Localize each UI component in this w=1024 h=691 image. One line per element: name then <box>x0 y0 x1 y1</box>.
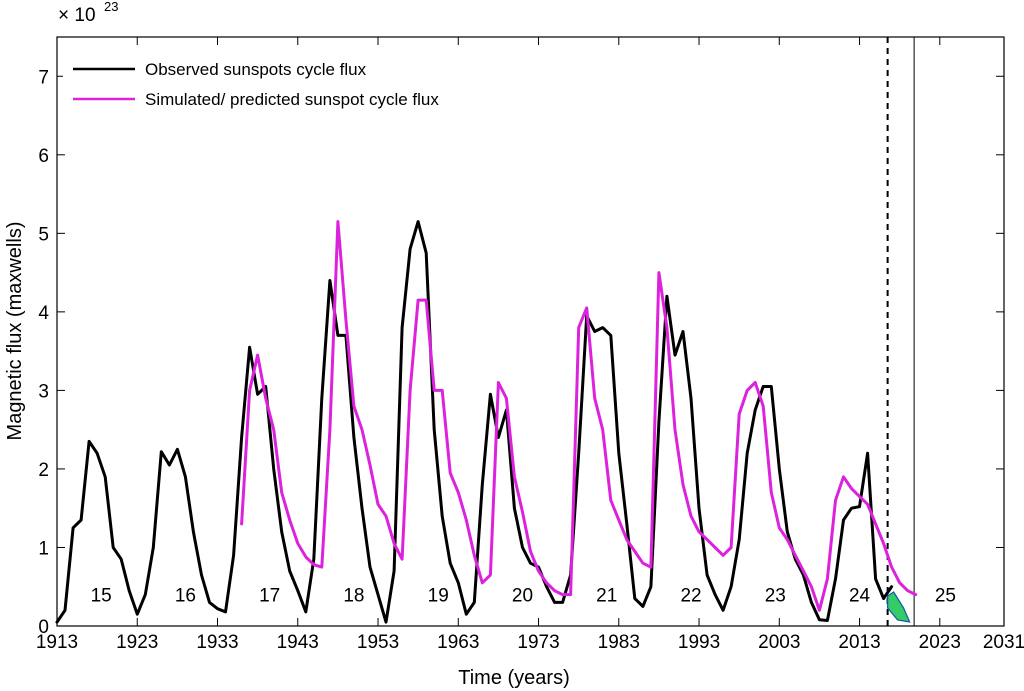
y-axis-title: Magnetic flux (maxwells) <box>4 222 26 441</box>
cycle-label-21: 21 <box>596 586 617 607</box>
x-tick-label: 1963 <box>437 632 479 653</box>
cycle-label-24: 24 <box>849 586 871 607</box>
cycle-label-23: 23 <box>765 586 786 607</box>
y-tick-label: 6 <box>38 146 49 167</box>
x-tick-label: 1923 <box>116 632 158 653</box>
x-tick-label: 1993 <box>678 632 720 653</box>
x-tick-label: 1943 <box>277 632 319 653</box>
plot-frame <box>56 36 1005 627</box>
legend-box <box>63 50 503 116</box>
cycle-label-16: 16 <box>175 586 196 607</box>
x-tick-label: 1953 <box>357 632 399 653</box>
cycle-label-18: 18 <box>343 586 364 607</box>
y-tick-label: 5 <box>38 224 49 245</box>
cycle-label-layer: 15 16 17 18 19 20 21 22 23 24 25 <box>91 586 956 607</box>
cycle-label-25: 25 <box>935 586 956 607</box>
y-multiplier-base: × 10 <box>58 5 96 26</box>
observed-series-line <box>55 220 894 624</box>
cycle-label-20: 20 <box>512 586 533 607</box>
x-tick-label: 1983 <box>598 632 640 653</box>
cycle-label-19: 19 <box>428 586 449 607</box>
simulated-series-line <box>240 220 918 612</box>
x-tick-label: 2013 <box>838 632 880 653</box>
y-tick-label: 4 <box>38 303 49 324</box>
y-tick-label: 2 <box>38 460 49 481</box>
y-multiplier-exponent: 23 <box>104 0 118 14</box>
x-tick-label: 2003 <box>758 632 800 653</box>
x-axis-title: Time (years) <box>458 667 569 689</box>
prediction-band-layer <box>887 591 911 623</box>
x-tick-label: 2023 <box>919 632 961 653</box>
x-tick-label: 1973 <box>517 632 559 653</box>
prediction-band <box>887 591 911 623</box>
legend: Observed sunspots cycle flux Simulated/ … <box>63 50 503 116</box>
y-tick-label: 0 <box>38 617 49 638</box>
legend-observed-label: Observed sunspots cycle flux <box>145 60 367 79</box>
series-layer <box>55 220 918 624</box>
cycle-label-15: 15 <box>91 586 112 607</box>
y-tick-label: 7 <box>38 67 49 88</box>
x-axis-ticks: 1913 1923 1933 1943 1953 1963 1973 1983 1993 2003… <box>36 37 1024 653</box>
cycle-label-22: 22 <box>680 586 701 607</box>
vertical-line-layer <box>886 37 915 626</box>
cycle-label-17: 17 <box>259 586 280 607</box>
x-tick-label: 1933 <box>196 632 238 653</box>
y-tick-label: 3 <box>38 381 49 402</box>
y-tick-label: 1 <box>38 538 49 559</box>
x-tick-label: 2031 <box>983 632 1024 653</box>
x-tick-label: 1913 <box>36 632 78 653</box>
legend-simulated-label: Simulated/ predicted sunspot cycle flux <box>145 90 439 109</box>
